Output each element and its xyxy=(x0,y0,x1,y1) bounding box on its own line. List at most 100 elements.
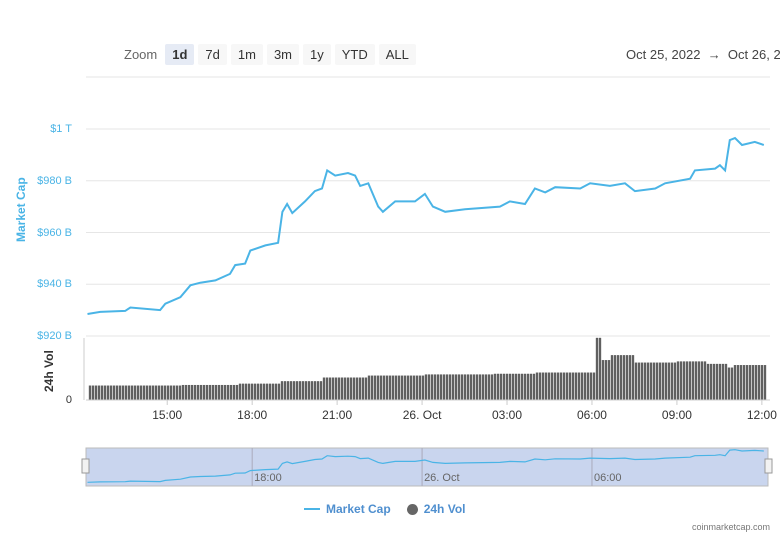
navigator-line xyxy=(87,449,764,483)
volume-bar xyxy=(433,374,437,401)
volume-bar xyxy=(733,365,737,401)
volume-bar xyxy=(385,375,389,401)
volume-bar xyxy=(139,385,143,401)
volume-bar xyxy=(166,385,170,401)
volume-bar xyxy=(295,381,299,401)
volume-bar xyxy=(487,374,491,401)
volume-bar xyxy=(292,381,296,401)
volume-bar xyxy=(472,374,476,401)
volume-bar xyxy=(691,361,695,401)
navigator-right-handle[interactable] xyxy=(764,458,773,474)
volume-bar xyxy=(688,361,692,401)
volume-bar xyxy=(265,383,269,401)
volume-zero-tick: 0 xyxy=(65,394,72,406)
volume-bar xyxy=(88,385,92,401)
volume-bar xyxy=(643,362,647,401)
volume-bar xyxy=(601,360,605,401)
navigator-left-handle[interactable] xyxy=(81,458,90,474)
volume-bar xyxy=(532,373,536,401)
volume-bar xyxy=(289,381,293,401)
volume-bar xyxy=(523,373,527,401)
zoom-ytd-button[interactable]: YTD xyxy=(334,44,375,65)
volume-bar xyxy=(715,363,719,401)
volume-bar xyxy=(613,355,617,401)
x-tick: 26. Oct xyxy=(402,408,442,422)
volume-bar xyxy=(190,384,194,401)
date-to-input[interactable]: Oct 26, 2 xyxy=(727,47,780,62)
volume-bar xyxy=(313,381,317,401)
volume-bar xyxy=(535,372,539,401)
volume-bar xyxy=(253,383,257,401)
legend-line-icon xyxy=(304,508,320,510)
zoom-7d-button[interactable]: 7d xyxy=(198,44,227,65)
zoom-1y-button[interactable]: 1y xyxy=(303,44,331,65)
volume-bar xyxy=(307,381,311,401)
volume-bar xyxy=(229,384,233,401)
y-tick: $960 B xyxy=(37,227,72,239)
volume-bar xyxy=(670,362,674,401)
volume-bar xyxy=(259,383,263,401)
volume-bar xyxy=(214,384,218,401)
volume-bar xyxy=(418,375,422,401)
volume-bar xyxy=(649,362,653,401)
volume-bar xyxy=(574,372,578,401)
volume-bar xyxy=(145,385,149,401)
x-tick: 03:00 xyxy=(492,408,523,422)
legend-item-volume[interactable]: 24h Vol xyxy=(423,502,466,516)
zoom-label: Zoom xyxy=(124,47,158,62)
legend-item-market-cap[interactable]: Market Cap xyxy=(326,502,391,516)
volume-bar xyxy=(94,385,98,401)
volume-bar xyxy=(304,381,308,401)
volume-bar xyxy=(130,385,134,401)
volume-bar xyxy=(424,374,428,401)
volume-bar xyxy=(133,385,137,401)
volume-bar xyxy=(178,385,182,401)
volume-bar xyxy=(331,377,335,401)
volume-bar xyxy=(700,361,704,401)
volume-bar xyxy=(106,385,110,401)
volume-bar xyxy=(247,383,251,401)
volume-bar xyxy=(679,361,683,401)
volume-bar xyxy=(373,375,377,401)
date-from-input[interactable]: Oct 25, 2022 xyxy=(626,47,701,62)
volume-bar xyxy=(115,385,119,401)
volume-bar xyxy=(211,384,215,401)
volume-bar xyxy=(583,372,587,401)
volume-bar xyxy=(175,385,179,401)
volume-bar xyxy=(628,355,632,401)
volume-bar xyxy=(553,372,557,401)
volume-bar xyxy=(355,377,359,401)
volume-bar xyxy=(127,385,131,401)
volume-bar xyxy=(430,374,434,401)
volume-bar xyxy=(712,363,716,401)
volume-bar xyxy=(274,383,278,401)
volume-bar xyxy=(343,377,347,401)
volume-bar xyxy=(121,385,125,401)
volume-bar xyxy=(763,365,767,401)
volume-bar xyxy=(244,383,248,401)
volume-bar xyxy=(478,374,482,401)
x-tick: 12:00 xyxy=(746,408,777,422)
volume-bar xyxy=(220,384,224,401)
zoom-1m-button[interactable]: 1m xyxy=(230,44,263,65)
volume-bar xyxy=(739,365,743,401)
volume-bar xyxy=(193,384,197,401)
volume-bar xyxy=(448,374,452,401)
volume-bar xyxy=(382,375,386,401)
volume-bar xyxy=(595,337,599,401)
zoom-3m-button[interactable]: 3m xyxy=(266,44,299,65)
volume-bar xyxy=(490,374,494,401)
volume-bar xyxy=(340,377,344,401)
volume-bar xyxy=(337,377,341,401)
zoom-1d-button[interactable]: 1d xyxy=(165,44,195,65)
volume-bar xyxy=(112,385,116,401)
zoom-all-button[interactable]: ALL xyxy=(378,44,416,65)
volume-bar xyxy=(550,372,554,401)
volume-bar xyxy=(493,373,497,401)
volume-bar xyxy=(694,361,698,401)
volume-bar xyxy=(658,362,662,401)
volume-bar xyxy=(655,362,659,401)
x-tick: 15:00 xyxy=(152,408,183,422)
x-tick: 09:00 xyxy=(661,408,692,422)
